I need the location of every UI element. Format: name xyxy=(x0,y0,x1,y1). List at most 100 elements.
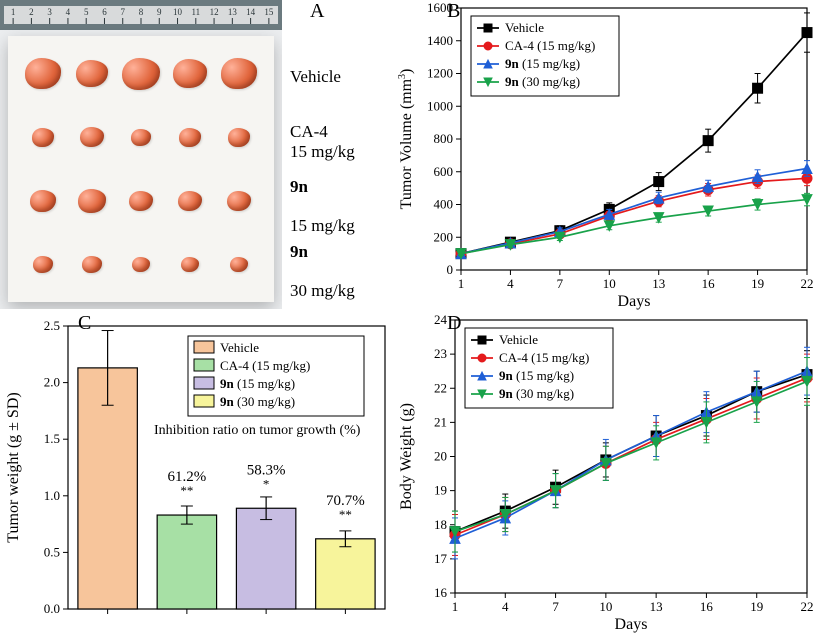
tumor-volume-chart: 0200400600800100012001400160014710131619… xyxy=(395,0,819,312)
svg-text:200: 200 xyxy=(434,229,454,244)
svg-text:9n (30 mg/kg): 9n (30 mg/kg) xyxy=(505,74,580,89)
panel-label-c: C xyxy=(78,312,91,335)
tumor-sample xyxy=(178,191,202,211)
svg-text:15: 15 xyxy=(264,7,274,17)
svg-text:2.5: 2.5 xyxy=(44,318,60,333)
svg-text:23: 23 xyxy=(434,346,447,361)
svg-text:800: 800 xyxy=(434,131,454,146)
svg-text:600: 600 xyxy=(434,164,454,179)
svg-text:3: 3 xyxy=(47,7,52,17)
svg-text:20: 20 xyxy=(434,449,447,464)
svg-text:Tumor weight (g ± SD): Tumor weight (g ± SD) xyxy=(5,392,22,542)
panel-a: 123456789101112131415 A VehicleCA-415 mg… xyxy=(0,0,395,312)
svg-text:1: 1 xyxy=(458,276,465,291)
svg-text:7: 7 xyxy=(557,276,564,291)
svg-text:12: 12 xyxy=(210,7,219,17)
svg-text:Tumor Volume (mm3): Tumor Volume (mm3) xyxy=(397,69,415,210)
svg-text:9n (15 mg/kg): 9n (15 mg/kg) xyxy=(499,368,574,383)
svg-text:14: 14 xyxy=(246,7,256,17)
panel-d: D 1617181920212223241471013161922DaysBod… xyxy=(395,312,819,635)
svg-text:7: 7 xyxy=(120,7,125,17)
row-label: CA-415 mg/kg xyxy=(290,109,395,174)
tumor-sample xyxy=(173,59,207,88)
svg-text:24: 24 xyxy=(434,312,448,327)
svg-text:19: 19 xyxy=(750,599,763,614)
figure-grid: 123456789101112131415 A VehicleCA-415 mg… xyxy=(0,0,819,635)
tumor-sample xyxy=(228,128,250,147)
svg-text:1400: 1400 xyxy=(427,33,453,48)
tumor-sample xyxy=(80,127,104,147)
svg-text:Vehicle: Vehicle xyxy=(499,332,538,347)
svg-text:Body Weight (g): Body Weight (g) xyxy=(398,403,415,510)
svg-text:2: 2 xyxy=(29,7,34,17)
tumor-sample xyxy=(129,191,153,211)
svg-text:0.0: 0.0 xyxy=(44,601,60,616)
svg-text:10: 10 xyxy=(603,276,616,291)
svg-text:70.7%: 70.7% xyxy=(326,493,365,509)
tumor-sample xyxy=(122,58,160,90)
row-label: 9n30 mg/kg xyxy=(290,239,395,304)
tumor-sample xyxy=(25,58,61,89)
tumor-sample xyxy=(30,190,56,212)
tumor-sample xyxy=(227,191,251,211)
svg-text:4: 4 xyxy=(66,7,71,17)
svg-text:9: 9 xyxy=(157,7,162,17)
svg-text:4: 4 xyxy=(502,599,509,614)
svg-text:16: 16 xyxy=(700,599,714,614)
tumor-sample xyxy=(78,189,106,213)
svg-text:61.2%: 61.2% xyxy=(168,469,207,485)
panel-label-b: B xyxy=(447,0,460,23)
svg-text:1200: 1200 xyxy=(427,66,453,81)
svg-text:1: 1 xyxy=(11,7,16,17)
panel-a-row-labels: VehicleCA-415 mg/kg9n15 mg/kg9n30 mg/kg xyxy=(290,44,395,304)
svg-text:9n (15 mg/kg): 9n (15 mg/kg) xyxy=(220,376,295,391)
svg-text:19: 19 xyxy=(434,483,447,498)
tumor-photo: 123456789101112131415 xyxy=(0,0,282,309)
svg-text:400: 400 xyxy=(434,197,454,212)
svg-text:Vehicle: Vehicle xyxy=(220,340,259,355)
svg-text:13: 13 xyxy=(228,7,238,17)
svg-text:13: 13 xyxy=(650,599,663,614)
svg-text:1: 1 xyxy=(452,599,459,614)
tumor-sample xyxy=(221,58,257,89)
svg-text:0.5: 0.5 xyxy=(44,544,60,559)
svg-text:Days: Days xyxy=(615,616,648,633)
row-label: Vehicle xyxy=(290,44,395,109)
svg-text:**: ** xyxy=(180,483,193,498)
tumor-sample xyxy=(181,257,199,272)
svg-text:10: 10 xyxy=(599,599,612,614)
tumor-weight-bar-chart: 0.00.51.01.52.02.5Tumor weight (g ± SD)*… xyxy=(0,312,395,635)
svg-text:7: 7 xyxy=(552,599,559,614)
svg-text:17: 17 xyxy=(434,551,448,566)
tumor-sample xyxy=(179,128,201,147)
svg-text:16: 16 xyxy=(702,276,716,291)
panel-label-d: D xyxy=(447,312,461,335)
tumor-sample xyxy=(32,128,54,147)
svg-text:11: 11 xyxy=(191,7,200,17)
tumor-sample xyxy=(230,257,248,272)
ruler: 123456789101112131415 xyxy=(0,0,282,30)
svg-text:9n (30 mg/kg): 9n (30 mg/kg) xyxy=(499,386,574,401)
svg-text:22: 22 xyxy=(801,599,814,614)
tumor-sample xyxy=(131,129,151,146)
svg-text:9n (15 mg/kg): 9n (15 mg/kg) xyxy=(505,56,580,71)
tumor-sample xyxy=(33,256,53,273)
svg-text:16: 16 xyxy=(434,585,448,600)
svg-text:**: ** xyxy=(339,507,352,522)
svg-text:CA-4 (15 mg/kg): CA-4 (15 mg/kg) xyxy=(505,38,595,53)
svg-text:18: 18 xyxy=(434,517,447,532)
svg-text:Days: Days xyxy=(618,293,651,310)
svg-text:Inhibition ratio on tumor grow: Inhibition ratio on tumor growth (%) xyxy=(154,423,361,438)
svg-text:1.0: 1.0 xyxy=(44,488,60,503)
tumor-board xyxy=(8,36,274,302)
svg-text:CA-4 (15 mg/kg): CA-4 (15 mg/kg) xyxy=(499,350,589,365)
svg-text:4: 4 xyxy=(507,276,514,291)
svg-text:22: 22 xyxy=(801,276,814,291)
svg-text:*: * xyxy=(263,476,270,491)
tumor-sample xyxy=(76,60,108,87)
body-weight-chart: 1617181920212223241471013161922DaysBody … xyxy=(395,312,819,635)
row-label: 9n15 mg/kg xyxy=(290,174,395,239)
svg-text:9n (30 mg/kg): 9n (30 mg/kg) xyxy=(220,394,295,409)
svg-text:1.5: 1.5 xyxy=(44,431,60,446)
svg-text:19: 19 xyxy=(751,276,764,291)
